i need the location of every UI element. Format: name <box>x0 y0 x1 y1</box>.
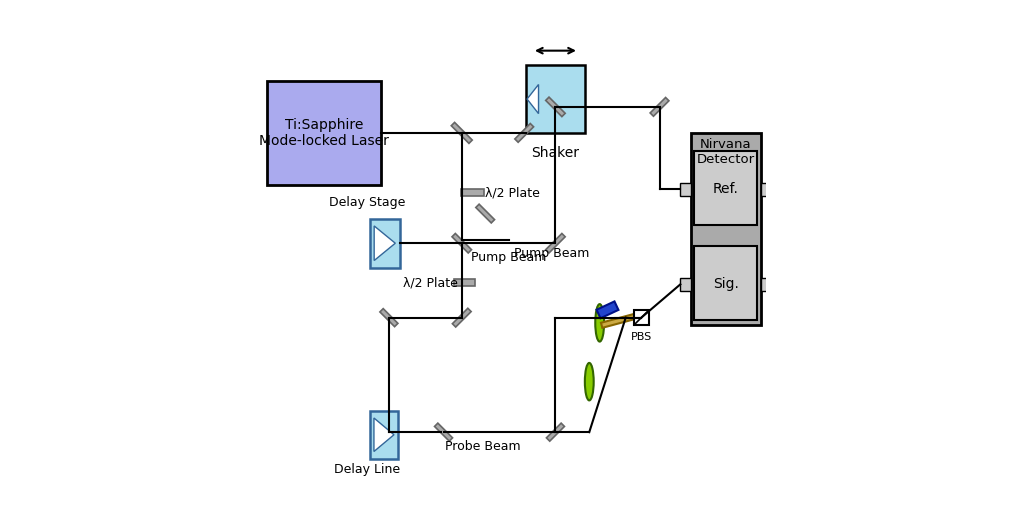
Text: Ti:Sapphire
Mode-locked Laser: Ti:Sapphire Mode-locked Laser <box>259 118 388 148</box>
Polygon shape <box>379 423 397 441</box>
Bar <box>694 151 756 225</box>
Ellipse shape <box>594 304 604 341</box>
Bar <box>369 218 399 268</box>
Polygon shape <box>601 312 639 328</box>
Polygon shape <box>454 279 474 286</box>
Polygon shape <box>545 97 564 117</box>
Bar <box>691 133 760 326</box>
Bar <box>266 81 381 185</box>
Bar <box>525 65 584 133</box>
Polygon shape <box>460 189 483 196</box>
Text: Delay Stage: Delay Stage <box>329 196 404 209</box>
Bar <box>634 310 648 325</box>
Bar <box>760 278 770 291</box>
Polygon shape <box>545 234 564 253</box>
Bar <box>694 246 756 320</box>
Polygon shape <box>527 85 538 114</box>
Text: λ/2 Plate: λ/2 Plate <box>402 276 458 289</box>
Text: Probe Beam: Probe Beam <box>444 440 520 453</box>
Text: Pump Beam: Pump Beam <box>514 247 588 260</box>
Polygon shape <box>451 123 472 144</box>
Polygon shape <box>452 308 471 327</box>
Text: Sig.: Sig. <box>712 277 738 291</box>
Bar <box>760 183 770 196</box>
Polygon shape <box>649 97 668 116</box>
Polygon shape <box>434 423 452 441</box>
Bar <box>369 411 398 459</box>
Polygon shape <box>452 234 471 253</box>
Text: Shaker: Shaker <box>531 146 579 160</box>
Text: Nirvana
Detector: Nirvana Detector <box>697 138 754 166</box>
Polygon shape <box>546 423 564 441</box>
Polygon shape <box>595 301 618 318</box>
Ellipse shape <box>584 363 593 400</box>
Text: Delay Line: Delay Line <box>334 463 399 477</box>
Text: Ref.: Ref. <box>712 183 738 196</box>
Polygon shape <box>475 204 494 223</box>
Polygon shape <box>379 309 397 327</box>
Bar <box>679 278 691 291</box>
Text: λ/2 Plate: λ/2 Plate <box>484 186 540 199</box>
Bar <box>679 183 691 196</box>
Text: Pump Beam: Pump Beam <box>470 251 546 264</box>
Polygon shape <box>515 124 533 142</box>
Polygon shape <box>374 418 393 451</box>
Polygon shape <box>374 226 395 260</box>
Text: PBS: PBS <box>630 332 651 342</box>
